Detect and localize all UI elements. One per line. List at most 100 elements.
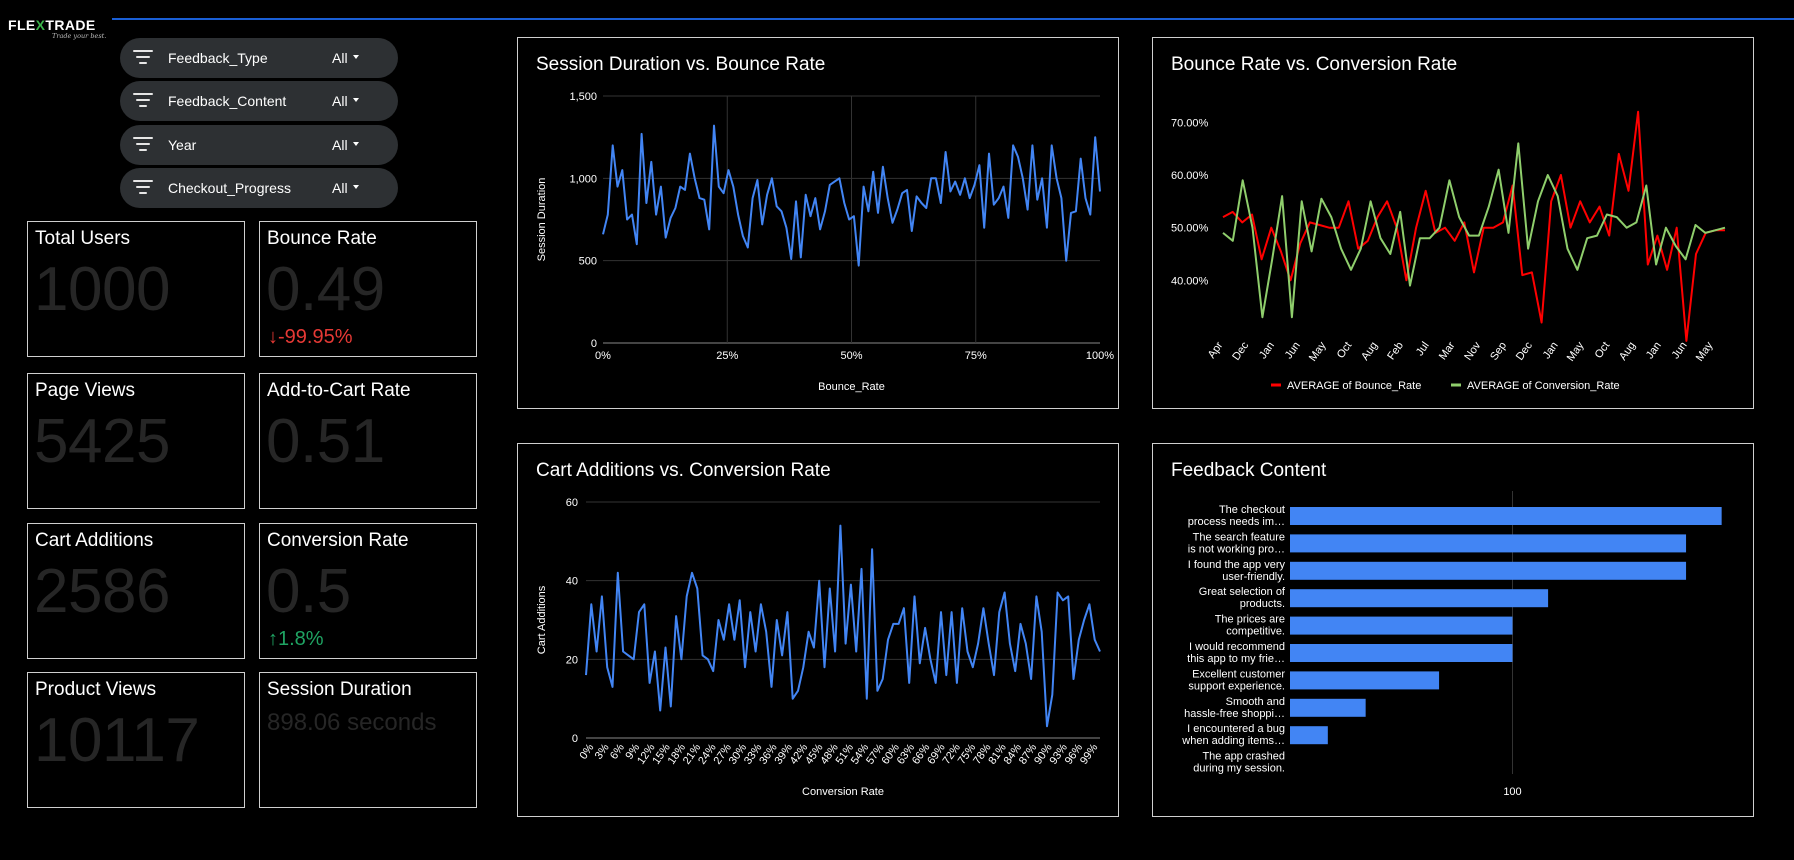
- filter-label: Feedback_Type: [168, 50, 268, 66]
- bar-category-label: products.: [1240, 598, 1285, 610]
- filter-label: Checkout_Progress: [168, 180, 291, 196]
- scorecard-total-users[interactable]: Total Users 1000: [27, 221, 245, 357]
- y-tick-label: 50.00%: [1171, 223, 1209, 235]
- filter-year[interactable]: Year All: [120, 125, 398, 165]
- series-line: [602, 124, 1101, 267]
- scorecard-product-views[interactable]: Product Views 10117: [27, 672, 245, 808]
- x-tick-label: 99%: [1078, 742, 1101, 767]
- scorecard-value: 0.51: [266, 407, 385, 476]
- scorecard-conversion-rate[interactable]: Conversion Rate 0.5 ↑1.8%: [259, 523, 477, 659]
- header-accent-line: [112, 18, 1794, 20]
- bar-category-label: Excellent customer: [1192, 668, 1285, 680]
- bar-category-label: when adding items…: [1181, 735, 1285, 747]
- bar-category-label: support experience.: [1188, 680, 1285, 692]
- scorecard-value: 0.49: [266, 255, 385, 324]
- scorecard-add-to-cart-rate[interactable]: Add-to-Cart Rate 0.51: [259, 373, 477, 509]
- filter-feedback-content[interactable]: Feedback_Content All: [120, 81, 398, 121]
- scorecard-page-views[interactable]: Page Views 5425: [27, 373, 245, 509]
- bar: [1290, 616, 1513, 635]
- chart-title: Bounce Rate vs. Conversion Rate: [1171, 54, 1458, 75]
- arrow-down-icon: ↓: [268, 326, 278, 348]
- series-line: [1222, 142, 1726, 319]
- bar: [1290, 589, 1549, 608]
- chart-session-vs-bounce[interactable]: Session Duration vs. Bounce Rate 0 500 1,0…: [517, 37, 1119, 409]
- filter-checkout-progress[interactable]: Checkout_Progress All: [120, 168, 398, 208]
- filter-label: Feedback_Content: [168, 93, 287, 109]
- x-tick-label: Jan: [1644, 340, 1664, 361]
- y-tick-label: 1,000: [569, 173, 597, 185]
- logo-wordmark: FLEXTRADE: [8, 17, 96, 33]
- series-line: [585, 524, 1101, 728]
- scorecard-delta: ↓-99.95%: [268, 326, 353, 348]
- chevron-down-icon: [352, 142, 359, 147]
- filter-dropdown[interactable]: All: [332, 93, 359, 109]
- legend-label: AVERAGE of Bounce_Rate: [1287, 380, 1421, 392]
- x-tick-label: 25%: [716, 350, 738, 362]
- x-tick-label: Aug: [1617, 340, 1638, 363]
- scorecard-cart-additions[interactable]: Cart Additions 2586: [27, 523, 245, 659]
- y-axis-label: Cart Additions: [536, 585, 548, 654]
- bar-category-label: The checkout: [1219, 504, 1285, 516]
- y-tick-label: 40: [566, 576, 578, 588]
- logo-tagline: Trade your best.: [52, 32, 107, 40]
- filter-icon: [132, 50, 154, 66]
- x-tick-label: Jul: [1414, 340, 1432, 358]
- filter-icon: [132, 137, 154, 153]
- chevron-down-icon: [352, 185, 359, 190]
- y-tick-label: 0: [591, 338, 597, 350]
- scorecard-title: Page Views: [35, 380, 135, 401]
- x-tick-label: 100%: [1086, 350, 1114, 362]
- chevron-down-icon: [352, 55, 359, 60]
- x-axis-label: Bounce_Rate: [818, 381, 885, 393]
- scorecard-title: Cart Additions: [35, 530, 154, 551]
- scorecard-title: Session Duration: [267, 679, 412, 700]
- bar-category-label: hassle-free shoppi…: [1184, 708, 1285, 720]
- x-tick-label: Jun: [1670, 340, 1690, 361]
- scorecard-value: 5425: [34, 407, 170, 476]
- x-tick-label: Oct: [1593, 340, 1613, 361]
- filter-dropdown[interactable]: All: [332, 50, 359, 66]
- bar-category-label: Smooth and: [1226, 696, 1285, 708]
- scorecard-bounce-rate[interactable]: Bounce Rate 0.49 ↓-99.95%: [259, 221, 477, 357]
- chart-title: Cart Additions vs. Conversion Rate: [536, 460, 831, 481]
- chart-feedback-content[interactable]: Feedback Content 100 The checkout process …: [1152, 443, 1754, 817]
- x-tick-label: Sep: [1488, 340, 1509, 363]
- bar: [1290, 534, 1687, 553]
- scorecard-session-duration[interactable]: Session Duration 898.06 seconds: [259, 672, 477, 808]
- x-tick-label: Feb: [1385, 340, 1406, 362]
- bar: [1290, 726, 1328, 745]
- bar-category-label: The app crashed: [1202, 751, 1285, 763]
- bar: [1290, 561, 1687, 580]
- bar-category-label: this app to my frie…: [1187, 653, 1285, 665]
- x-tick-label: Dec: [1514, 339, 1535, 362]
- bar-category-label: is not working pro…: [1188, 543, 1285, 555]
- bar-category-label: The prices are: [1215, 614, 1285, 626]
- scorecard-title: Conversion Rate: [267, 530, 409, 551]
- filter-dropdown[interactable]: All: [332, 180, 359, 196]
- bar: [1290, 644, 1513, 662]
- y-tick-label: 500: [579, 256, 597, 268]
- filter-dropdown[interactable]: All: [332, 137, 359, 153]
- x-tick-label: Apr: [1206, 340, 1226, 361]
- scorecard-title: Bounce Rate: [267, 228, 377, 249]
- x-tick-label: Nov: [1462, 339, 1483, 362]
- flextrade-logo: FLEXTRADE Trade your best.: [8, 17, 108, 43]
- chart-bounce-vs-conversion[interactable]: Bounce Rate vs. Conversion Rate 40.00% 50…: [1152, 37, 1754, 409]
- filter-icon: [132, 93, 154, 109]
- bar-category-label: competitive.: [1226, 626, 1285, 638]
- x-tick-label: May: [1307, 339, 1329, 363]
- y-tick-label: 0: [572, 733, 578, 745]
- chart-cart-vs-conversion[interactable]: Cart Additions vs. Conversion Rate 0 20 40…: [517, 443, 1119, 817]
- y-tick-label: 1,500: [569, 91, 597, 103]
- bar-category-label: during my session.: [1193, 763, 1285, 775]
- y-axis-label: Session Duration: [536, 178, 548, 262]
- x-tick-label: 3%: [593, 742, 612, 762]
- bar-category-label: process needs im…: [1188, 516, 1285, 528]
- scorecard-title: Add-to-Cart Rate: [267, 380, 411, 401]
- scorecard-value: 10117: [34, 706, 200, 775]
- x-tick-label: Dec: [1230, 339, 1251, 362]
- arrow-up-icon: ↑: [268, 628, 278, 650]
- x-tick-label: May: [1565, 339, 1587, 363]
- filter-feedback-type[interactable]: Feedback_Type All: [120, 38, 398, 78]
- filter-label: Year: [168, 137, 197, 153]
